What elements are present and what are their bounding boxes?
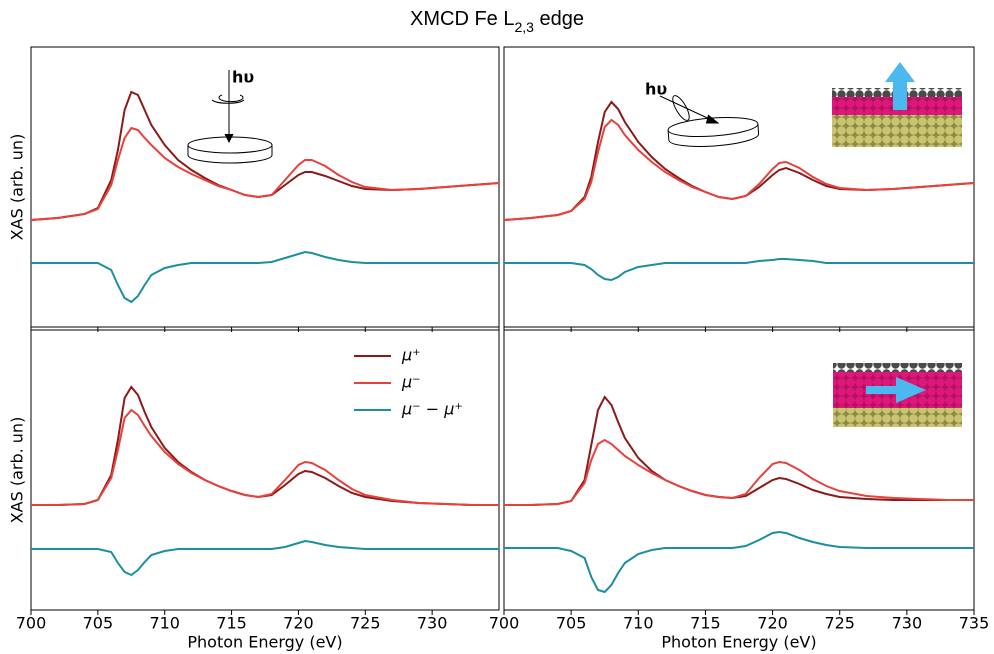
title-main: XMCD Fe L: [410, 8, 514, 30]
figure-title: XMCD Fe L2,3 edge: [410, 8, 584, 34]
x-tick-label: 715: [216, 614, 247, 633]
annotation: hυ: [645, 80, 667, 99]
data-line: [31, 539, 499, 577]
x-tick-label: 700: [489, 614, 520, 633]
legend-label: μ⁻ − μ⁺: [401, 400, 463, 419]
plot-frame: [30, 46, 500, 328]
title-suffix: edge: [534, 8, 584, 30]
annotation: hυ: [232, 68, 254, 87]
x-tick-label: 725: [824, 614, 855, 633]
data-line: [31, 408, 499, 506]
x-tick-label: 720: [283, 614, 314, 633]
plot-frame: [30, 329, 500, 611]
data-line: [31, 250, 499, 304]
data-line: [503, 118, 975, 221]
x-tick-label: 730: [417, 614, 448, 633]
grazing-sketch: [659, 95, 760, 147]
x-tick-label: 730: [892, 614, 923, 633]
structure-inset-right: [833, 363, 962, 427]
plot-frame: [503, 329, 975, 611]
x-tick-label: 715: [690, 614, 721, 633]
x-tick-label: 705: [83, 614, 114, 633]
x-tick-label: 710: [149, 614, 180, 633]
x-tick-label: 720: [757, 614, 788, 633]
structure-inset-up: [832, 62, 962, 147]
x-tick-label: 710: [623, 614, 654, 633]
x-tick-label: 725: [350, 614, 381, 633]
plot-frame: [503, 46, 975, 328]
data-line: [30, 90, 500, 221]
x-axis-label: Photon Energy (eV): [661, 633, 816, 652]
data-line: [504, 258, 974, 282]
x-tick-label: 735: [959, 614, 990, 633]
y-axis-label: XAS (arb. un): [8, 134, 27, 241]
data-line: [30, 126, 500, 221]
data-line: [504, 438, 974, 506]
y-axis-label: XAS (arb. un): [8, 417, 27, 524]
x-axis-label: Photon Energy (eV): [187, 633, 342, 652]
legend-label: μ⁺: [401, 346, 421, 365]
data-line: [504, 530, 974, 594]
legend-label: μ⁻: [401, 373, 421, 392]
x-tick-label: 705: [556, 614, 587, 633]
incidence-sketch: [187, 70, 273, 164]
title-subscript: 2,3: [514, 19, 534, 35]
x-tick-label: 700: [16, 614, 47, 633]
